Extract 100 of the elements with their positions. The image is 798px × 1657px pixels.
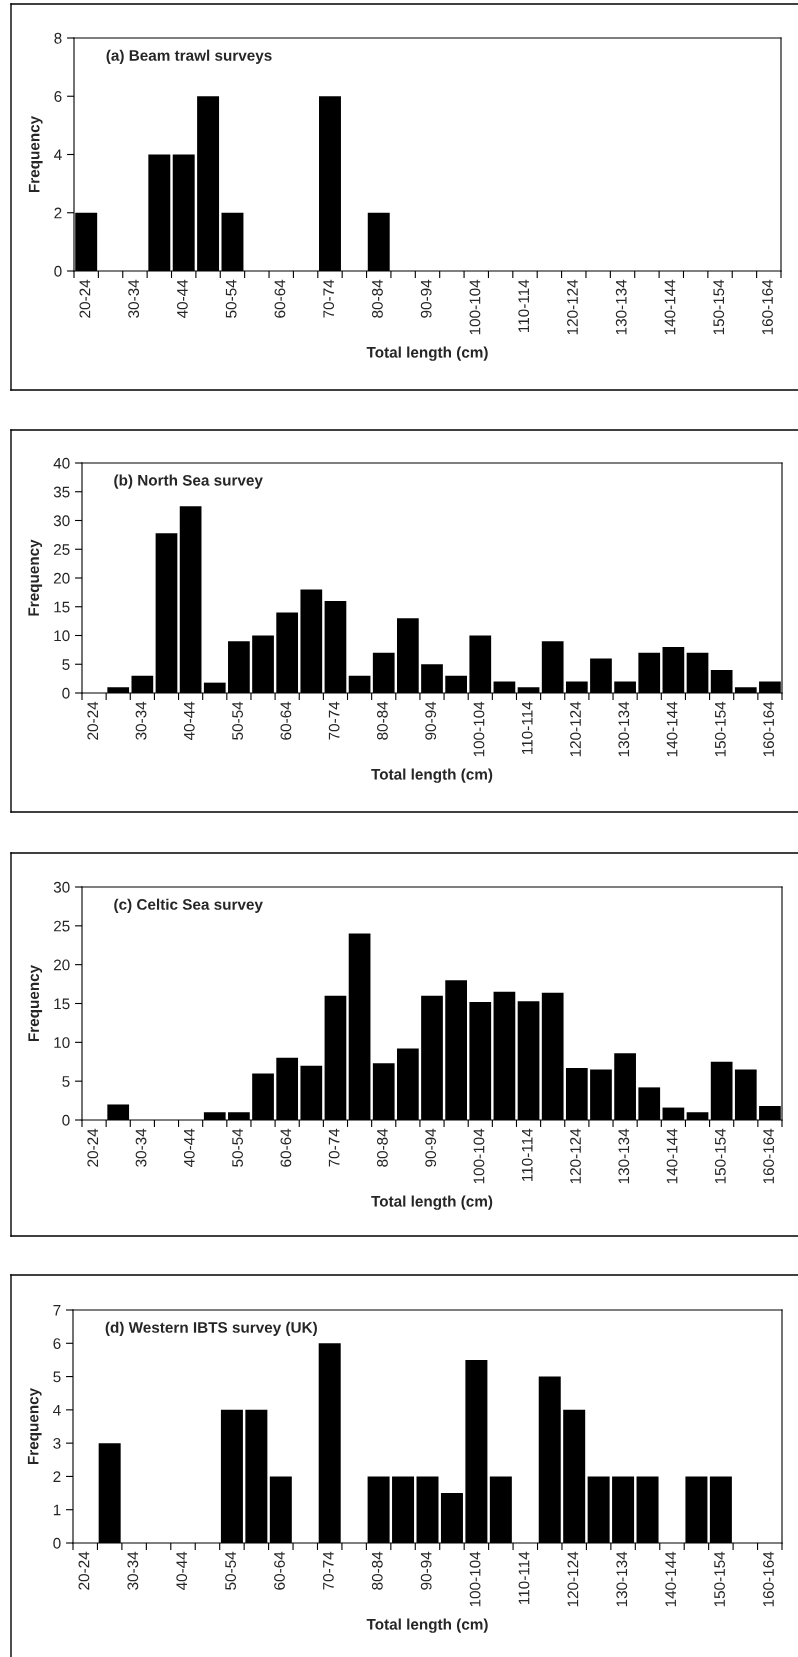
y-tick-label: 5 — [53, 1371, 61, 1383]
x-tick-label: 50-54 — [232, 1128, 243, 1167]
y-axis-title: Frequency — [28, 115, 43, 193]
x-tick-label: 60-64 — [280, 1128, 292, 1167]
y-tick-label: 25 — [53, 920, 70, 932]
y-tick-label: 40 — [53, 457, 70, 469]
x-tick-label: 120-124 — [570, 1128, 581, 1184]
y-tick-label: 4 — [53, 1404, 61, 1416]
text: (b) North Sea survey — [114, 474, 263, 489]
x-tick-label: 120-124 — [567, 279, 578, 335]
x-tick-label: 30-34 — [127, 1551, 139, 1590]
x-tick-label: 20-24 — [78, 1551, 90, 1590]
y-tick-label: 7 — [53, 1305, 61, 1316]
x-tick-label: 40-44 — [176, 279, 188, 319]
x-tick-label: 80-84 — [377, 701, 388, 740]
x-tick-label: 20-24 — [87, 1128, 99, 1167]
text: (a) Beam trawl surveys — [106, 49, 272, 64]
x-tick-label: 60-64 — [274, 1551, 285, 1590]
x-tick-label: 140-144 — [665, 1551, 677, 1607]
x-tick-label: 130-134 — [616, 1551, 628, 1607]
x-tick-label: 100-104 — [473, 701, 485, 757]
x-tick-label: 70-74 — [328, 1128, 340, 1167]
y-tick-label: 25 — [53, 544, 70, 555]
x-tick-label: 160-164 — [763, 1128, 775, 1184]
x-tick-label: 160-164 — [763, 701, 775, 757]
x-tick-label: 80-84 — [371, 1551, 383, 1590]
y-tick-label: 20 — [53, 959, 70, 971]
x-tick-label: 40-44 — [183, 701, 195, 741]
x-tick-label: 90-94 — [425, 1128, 437, 1167]
y-tick-label: 2 — [53, 1471, 61, 1482]
y-tick-label: 6 — [53, 1338, 61, 1349]
y-axis-title: Frequency — [28, 964, 43, 1042]
y-tick-label: 30 — [53, 881, 70, 893]
y-tick-label: 10 — [54, 630, 70, 642]
y-tick-label: 30 — [53, 515, 70, 527]
x-tick-label: 90-94 — [425, 701, 437, 740]
x-tick-label: 160-164 — [763, 1551, 774, 1607]
x-tick-label: 80-84 — [377, 1128, 388, 1167]
x-tick-label: 70-74 — [323, 279, 335, 318]
y-tick-label: 8 — [54, 32, 62, 44]
y-tick-label: 0 — [53, 1537, 61, 1549]
x-tick-label: 160-164 — [762, 279, 773, 335]
y-tick-label: 35 — [53, 486, 70, 498]
x-tick-label: 130-134 — [618, 1128, 630, 1184]
x-tick-label: 130-134 — [615, 279, 627, 335]
x-tick-label: 80-84 — [372, 279, 383, 318]
x-tick-label: 50-54 — [225, 1551, 237, 1590]
x-tick-label: 90-94 — [420, 1551, 432, 1590]
x-tick-label: 20-24 — [79, 279, 91, 318]
x-tick-label: 50-54 — [225, 279, 237, 318]
x-axis-title: Total length (cm) — [366, 1618, 488, 1633]
x-tick-label: 60-64 — [280, 701, 292, 740]
y-tick-label: 20 — [53, 572, 70, 584]
x-tick-label: 100-104 — [469, 279, 481, 335]
y-tick-label: 0 — [54, 265, 62, 277]
y-tick-label: 15 — [54, 998, 70, 1010]
y-axis-title: Frequency — [28, 539, 43, 616]
x-tick-label: 110-114 — [521, 1128, 533, 1181]
x-tick-label: 30-34 — [128, 279, 140, 318]
x-tick-label: 110-114 — [518, 279, 530, 332]
x-tick-label: 40-44 — [183, 1128, 195, 1168]
x-tick-label: 40-44 — [176, 1551, 188, 1591]
x-tick-label: 120-124 — [570, 701, 581, 757]
x-axis-title: Total length (cm) — [371, 1195, 493, 1210]
x-tick-label: 140-144 — [666, 1128, 678, 1184]
y-tick-label: 6 — [54, 91, 62, 102]
y-tick-label: 5 — [62, 659, 70, 670]
y-axis-title: Frequency — [27, 1387, 42, 1465]
x-tick-label: 150-154 — [713, 279, 725, 335]
x-tick-label: 110-114 — [521, 701, 533, 754]
x-tick-label: 140-144 — [664, 279, 676, 335]
y-tick-label: 15 — [54, 601, 70, 613]
x-tick-label: 70-74 — [328, 701, 340, 740]
y-tick-label: 0 — [62, 1114, 70, 1126]
x-tick-label: 150-154 — [714, 701, 726, 757]
x-tick-label: 100-104 — [469, 1551, 481, 1607]
text: (d) Western IBTS survey (UK) — [105, 1321, 317, 1336]
x-tick-label: 20-24 — [87, 701, 99, 740]
x-axis-title: Total length (cm) — [371, 768, 493, 783]
x-tick-label: 60-64 — [274, 279, 286, 318]
y-tick-label: 0 — [62, 687, 70, 699]
x-tick-label: 150-154 — [714, 1551, 725, 1607]
x-axis-title: Total length (cm) — [366, 346, 488, 361]
x-tick-label: 140-144 — [666, 701, 678, 757]
y-tick-label: 2 — [54, 207, 62, 219]
x-tick-label: 150-154 — [714, 1128, 726, 1184]
x-tick-label: 130-134 — [618, 701, 630, 757]
y-tick-label: 5 — [62, 1076, 70, 1087]
x-tick-label: 120-124 — [567, 1551, 579, 1607]
x-tick-label: 90-94 — [420, 279, 432, 318]
y-tick-label: 3 — [53, 1438, 61, 1449]
text: (c) Celtic Sea survey — [114, 898, 263, 913]
x-tick-label: 70-74 — [322, 1551, 334, 1590]
x-tick-label: 100-104 — [473, 1128, 485, 1184]
y-tick-label: 4 — [54, 149, 62, 161]
x-tick-label: 30-34 — [135, 1128, 147, 1167]
x-tick-label: 50-54 — [232, 701, 243, 740]
y-tick-label: 1 — [53, 1504, 61, 1516]
y-tick-label: 10 — [54, 1037, 70, 1049]
x-tick-label: 30-34 — [135, 701, 147, 740]
